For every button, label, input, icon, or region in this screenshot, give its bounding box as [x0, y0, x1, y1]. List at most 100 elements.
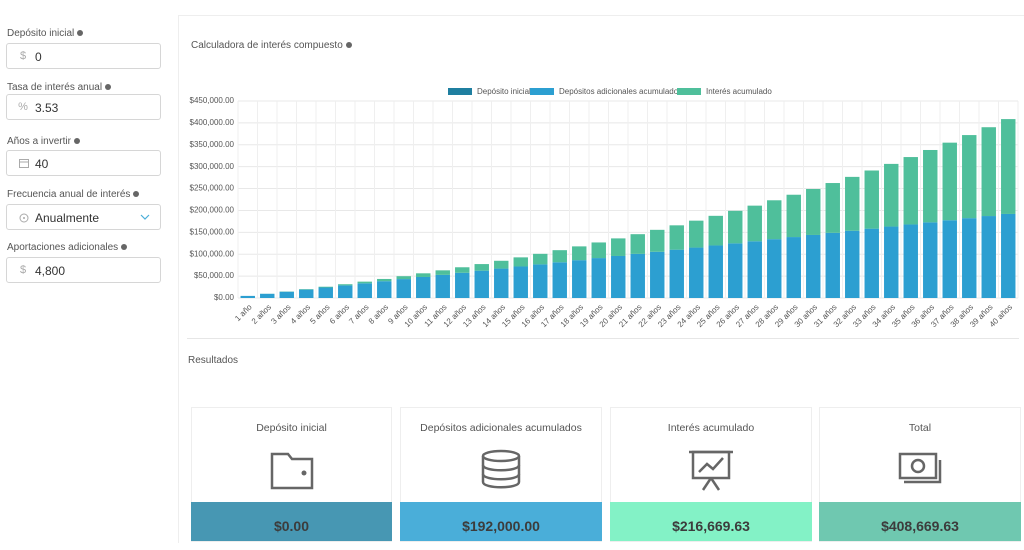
bar-segment — [358, 283, 372, 298]
y-tick-label: $100,000.00 — [190, 249, 235, 258]
bar-segment — [611, 238, 625, 256]
bar-segment — [397, 279, 411, 298]
y-tick-label: $50,000.00 — [194, 271, 235, 280]
bar-segment — [319, 287, 333, 298]
bar-segment — [767, 200, 781, 239]
bar-segment — [377, 279, 391, 281]
bar-segment — [1001, 214, 1015, 298]
bar-segment — [962, 218, 976, 298]
bar-segment — [806, 235, 820, 298]
result-card: Depósito inicial $0.00 — [191, 407, 392, 542]
y-tick-label: $150,000.00 — [190, 227, 235, 236]
bar-segment — [689, 221, 703, 248]
bar-segment — [943, 143, 957, 221]
bar-segment — [572, 260, 586, 298]
bar-segment — [728, 211, 742, 244]
card-value: $408,669.63 — [819, 502, 1021, 541]
bar-segment — [592, 242, 606, 258]
card-value: $0.00 — [191, 502, 392, 541]
bar-segment — [982, 127, 996, 216]
legend-label: Interés acumulado — [706, 87, 772, 96]
presentation-icon — [687, 448, 735, 492]
bar-segment — [514, 266, 528, 298]
bar-segment — [709, 245, 723, 298]
bar-segment — [962, 135, 976, 218]
bar-segment — [845, 177, 859, 231]
y-tick-label: $400,000.00 — [190, 118, 235, 127]
x-tick-label: 6 años — [328, 303, 351, 326]
bar-segment — [787, 195, 801, 237]
x-tick-label: 4 años — [289, 303, 312, 326]
bar-segment — [650, 230, 664, 252]
bar-segment — [280, 292, 294, 298]
bar-segment — [475, 264, 489, 271]
y-tick-label: $200,000.00 — [190, 206, 235, 215]
bar-segment — [884, 227, 898, 298]
money-icon — [896, 448, 944, 492]
card-label: Interés acumulado — [611, 422, 811, 434]
card-label: Depósitos adicionales acumulados — [401, 422, 601, 434]
card-label: Total — [820, 422, 1020, 434]
bar-segment — [553, 250, 567, 262]
bar-segment — [650, 252, 664, 298]
bar-segment — [826, 233, 840, 298]
bar-segment — [826, 183, 840, 233]
bar-segment — [358, 282, 372, 284]
results-title: Resultados — [188, 355, 238, 366]
bar-segment — [865, 170, 879, 228]
wallet-icon — [268, 448, 316, 492]
bar-segment — [923, 150, 937, 222]
bar-segment — [611, 256, 625, 298]
bar-segment — [631, 234, 645, 254]
bar-segment — [748, 241, 762, 298]
x-tick-label: 3 años — [269, 303, 292, 326]
chart: $0.00 $50,000.00 $100,000.00 $150,000.00 $20… — [0, 0, 1024, 340]
bar-segment — [299, 290, 313, 298]
y-tick-label: $350,000.00 — [190, 140, 235, 149]
bar-segment — [709, 216, 723, 246]
bar-segment — [494, 261, 508, 269]
bar-segment — [806, 189, 820, 235]
bar-segment — [533, 264, 547, 298]
bar-segment — [884, 164, 898, 227]
card-value: $192,000.00 — [400, 502, 602, 541]
x-tick-label: 7 años — [347, 303, 370, 326]
result-card: Interés acumulado $216,669.63 — [610, 407, 812, 542]
separator — [187, 338, 1019, 339]
bar-segment — [787, 237, 801, 298]
bar-segment — [241, 296, 255, 298]
bar-segment — [338, 285, 352, 298]
x-tick-label: 5 años — [308, 303, 331, 326]
bar-segment — [338, 284, 352, 285]
bar-segment — [748, 206, 762, 242]
bar-segment — [670, 250, 684, 298]
bar-segment — [592, 258, 606, 298]
bar-segment — [728, 243, 742, 298]
bar-segment — [260, 294, 274, 298]
bar-segment — [904, 157, 918, 224]
y-tick-label: $300,000.00 — [190, 162, 235, 171]
bar-segment — [397, 276, 411, 279]
result-card: Depósitos adicionales acumulados $192,00… — [400, 407, 602, 542]
bar-segment — [631, 254, 645, 298]
bar-segment — [943, 220, 957, 298]
coins-icon — [477, 448, 525, 492]
y-tick-label: $250,000.00 — [190, 184, 235, 193]
legend-label: Depósitos adicionales acumulados — [559, 87, 682, 96]
bar-segment — [670, 225, 684, 249]
y-tick-label: $0.00 — [214, 293, 235, 302]
x-tick-label: 2 años — [250, 303, 273, 326]
result-card: Total $408,669.63 — [819, 407, 1021, 542]
card-label: Depósito inicial — [192, 422, 391, 434]
card-value: $216,669.63 — [610, 502, 812, 541]
legend-label: Depósito inicial — [477, 87, 531, 96]
bar-segment — [904, 224, 918, 298]
bar-segment — [553, 262, 567, 298]
y-tick-label: $450,000.00 — [190, 96, 235, 105]
bar-segment — [494, 269, 508, 298]
bar-segment — [982, 216, 996, 298]
bar-segment — [436, 275, 450, 298]
legend-swatch — [448, 88, 472, 95]
